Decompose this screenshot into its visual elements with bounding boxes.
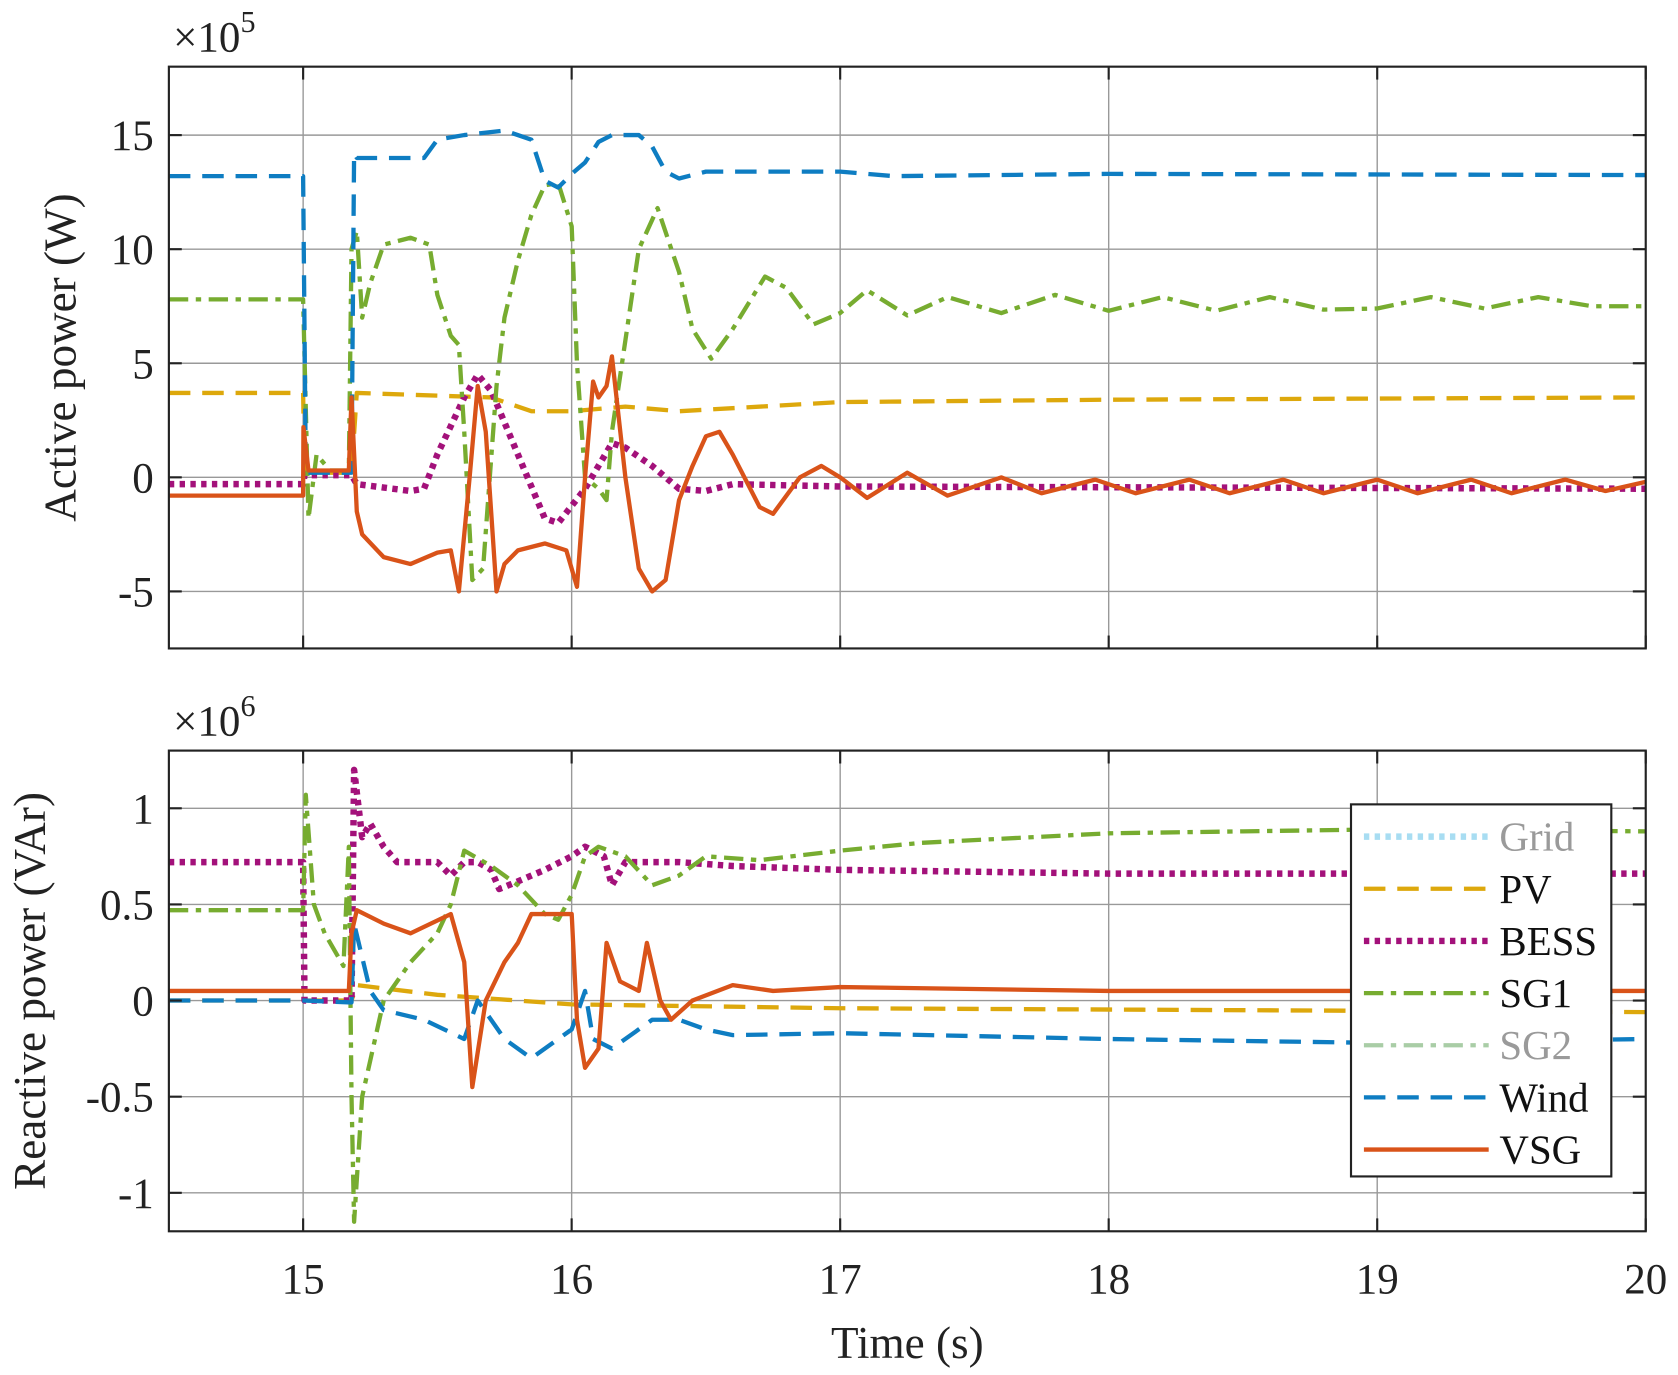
series-vsg-line <box>168 354 1646 594</box>
plot-area <box>168 66 1646 649</box>
y-tick-label: 0 <box>132 455 154 502</box>
series-group <box>168 128 1646 594</box>
series-vsg-line <box>168 908 1646 1090</box>
y-tick-label: 10 <box>111 227 154 274</box>
series-sg1-line <box>168 180 1646 583</box>
y-tick-label: 5 <box>132 341 154 388</box>
x-tick-label: 15 <box>282 1257 325 1304</box>
series-sg1-line <box>168 792 1646 1224</box>
legend-label-wind: Wind <box>1499 1075 1588 1120</box>
x-tick-label: 20 <box>1624 1257 1667 1304</box>
legend-label-vsg: VSG <box>1499 1128 1581 1173</box>
legend-label-pv: PV <box>1499 867 1552 912</box>
y-tick-label: 0.5 <box>100 882 154 929</box>
legend-box <box>1349 803 1613 1178</box>
legend-label-sg2: SG2 <box>1499 1023 1572 1068</box>
x-tick-label: 17 <box>819 1257 862 1304</box>
y-exponent-power: 6 <box>240 689 255 723</box>
y-exponent-label: ×105 <box>173 5 255 61</box>
subplot-1: -5 0 5 10 15 ×105 Active power (W) <box>35 5 1647 650</box>
y-tick-label: -5 <box>118 569 154 616</box>
legend-label-grid: Grid <box>1499 815 1574 860</box>
y-tick-label: 15 <box>111 113 154 160</box>
y-tick-label: 1 <box>132 786 154 833</box>
y-tick-label: -1 <box>118 1171 154 1218</box>
y-axis-label: Reactive power (VAr) <box>5 792 55 1190</box>
y-tick-label: -0.5 <box>86 1075 154 1122</box>
x-axis-label: Time (s) <box>831 1318 984 1368</box>
x-tick-label: 18 <box>1087 1257 1130 1304</box>
legend-label-sg1: SG1 <box>1499 971 1572 1016</box>
axes-frame <box>167 749 1647 1233</box>
series-wind-line <box>168 921 1646 1061</box>
series-bess-line <box>168 766 1646 1004</box>
x-tick-label: 19 <box>1356 1257 1399 1304</box>
y-exponent-label: ×106 <box>173 689 255 745</box>
y-axis-label: Active power (W) <box>35 193 85 521</box>
legend-label-bess: BESS <box>1499 919 1597 964</box>
series-group <box>168 766 1646 1224</box>
axes-frame <box>167 65 1647 650</box>
x-tick-label: 16 <box>550 1257 593 1304</box>
y-tick-label: 0 <box>132 979 154 1026</box>
y-exponent-power: 5 <box>240 5 255 39</box>
legend: Grid PV BESS SG1 SG2 Wind VSG <box>1349 803 1613 1178</box>
subplot-2: -1 -0.5 0 0.5 1 15 16 17 18 19 20 ×106 Reactive powe… <box>5 689 1667 1368</box>
